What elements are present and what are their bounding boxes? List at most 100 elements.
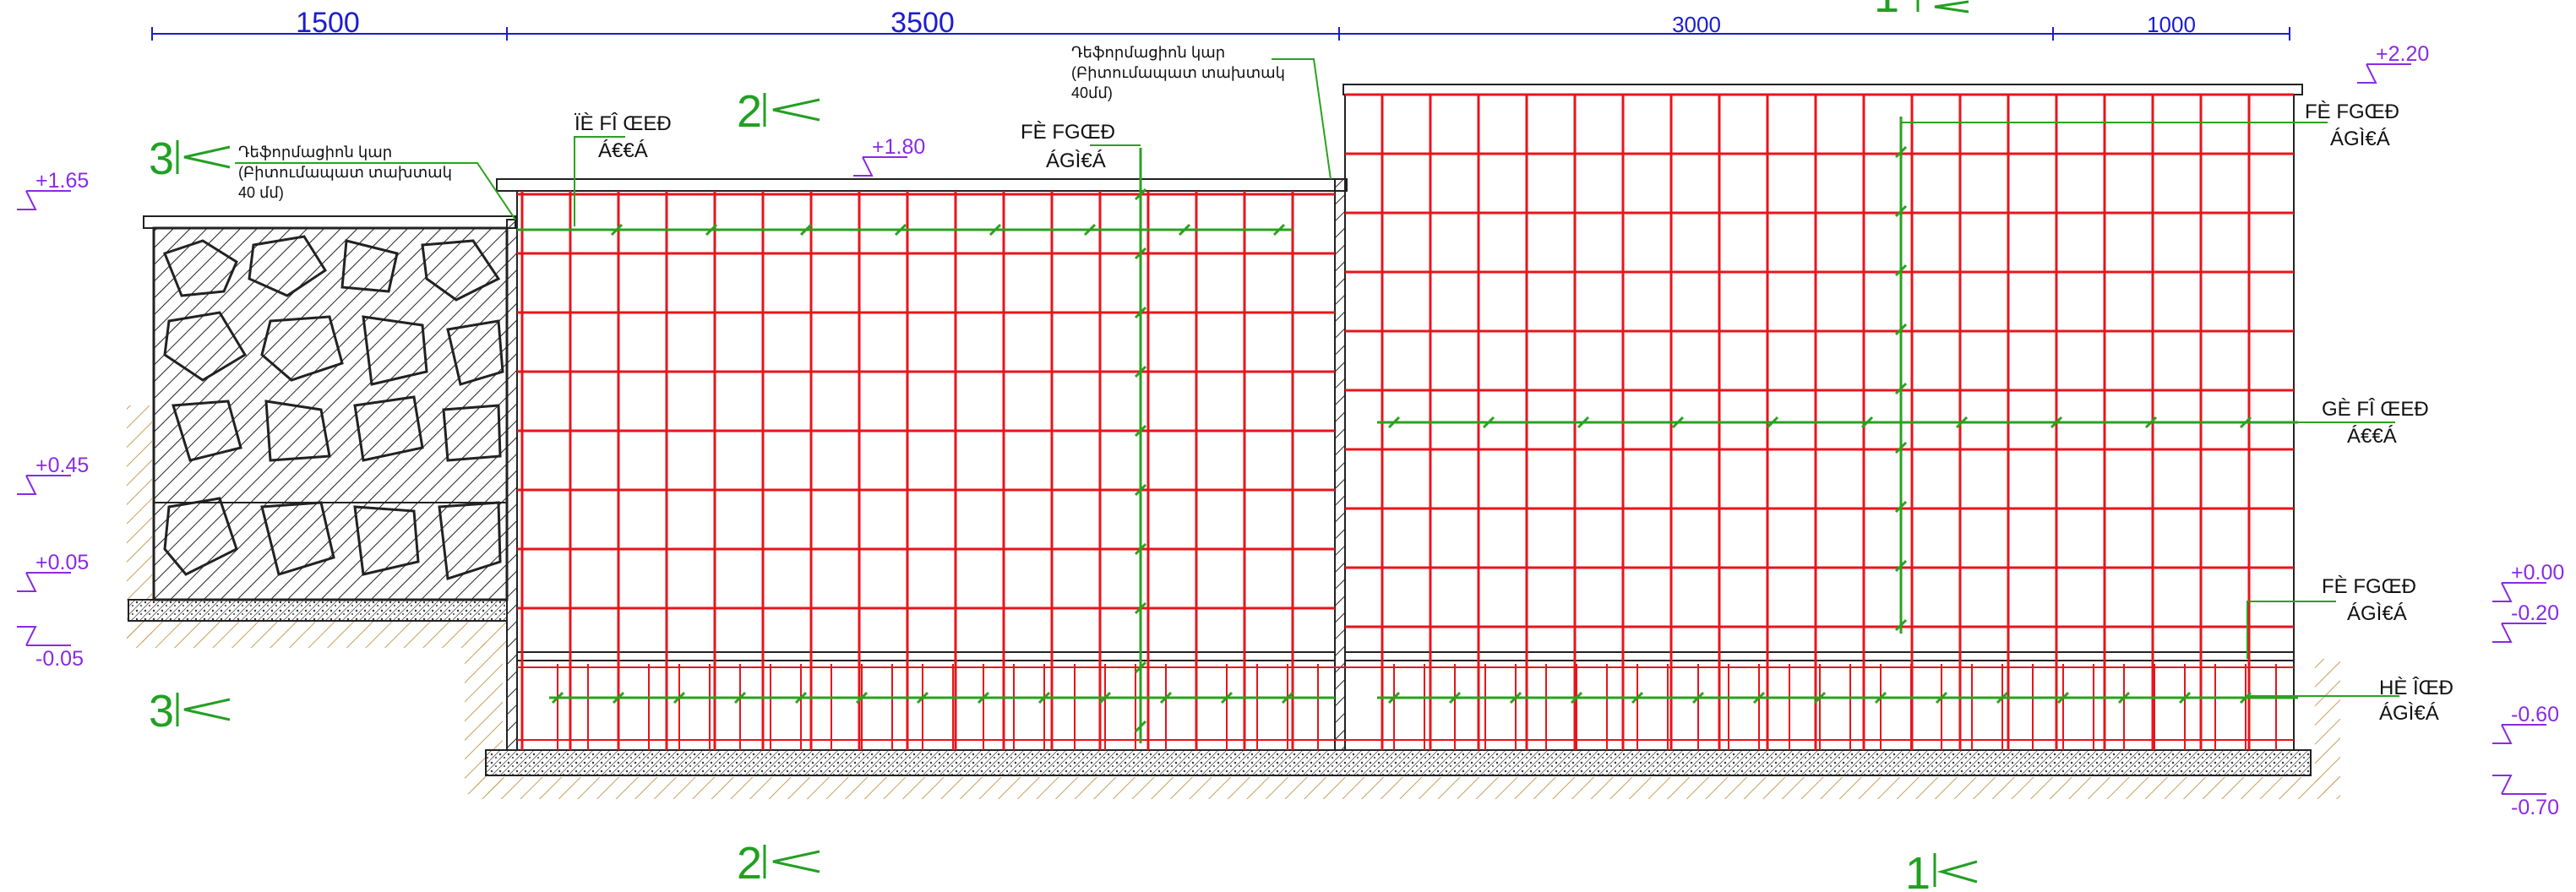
- bar-tick: [1671, 416, 1685, 429]
- foundation-slab-main: [485, 749, 2312, 776]
- dimension-label: 3500: [890, 7, 955, 39]
- bar-tick: [1134, 661, 1147, 674]
- bar-tick: [2056, 691, 2070, 704]
- bar-tick: [1134, 720, 1147, 733]
- bar-tick: [799, 223, 813, 237]
- level-label: +0.05: [35, 551, 89, 574]
- bar-tick: [1134, 483, 1147, 497]
- bar-tick: [1894, 145, 1908, 159]
- level-mark: -0.70: [2492, 775, 2559, 819]
- bar-tick: [1894, 559, 1908, 573]
- rebar-tag: FÈ FGŒÐ ÁGÌ€Á: [2322, 575, 2416, 625]
- bar-tick: [1894, 441, 1908, 454]
- bar-tick: [2117, 691, 2131, 704]
- deformation-joint-middle: [1334, 178, 1346, 751]
- section-marker-3-top: 3: [149, 133, 231, 184]
- bar-tick: [1134, 365, 1147, 378]
- svg-text:3: 3: [149, 686, 174, 737]
- level-mark: +2.20: [2357, 42, 2429, 84]
- bar-tick: [2178, 691, 2192, 704]
- section-marker-2-top: 2: [737, 86, 820, 137]
- svg-text:1: 1: [1905, 848, 1931, 892]
- svg-text:FÈ FGŒÐ: FÈ FGŒÐ: [2305, 101, 2399, 123]
- bar-tick: [1631, 691, 1644, 704]
- bar-tick: [1766, 416, 1779, 429]
- level-marks: +1.65 +0.45 +0.05 -0.05 +1.80 +2.20 +0.00 -0.20…: [17, 42, 2564, 819]
- bar-tick: [1894, 264, 1908, 277]
- bar-tick: [705, 223, 718, 237]
- rebar-tag: ÏÈ FÎ ŒEÐ Á€€Á: [575, 112, 672, 162]
- dimension-label: 1500: [296, 7, 360, 39]
- svg-text:2: 2: [737, 86, 762, 137]
- bar-tick: [1860, 416, 1874, 429]
- svg-text:ÁGÌ€Á: ÁGÌ€Á: [1046, 150, 1106, 172]
- deformation-joint-left: [506, 219, 518, 751]
- bar-tick: [1691, 691, 1705, 704]
- svg-text:HÈ ÎŒÐ: HÈ ÎŒÐ: [2379, 677, 2453, 699]
- section-marker-1-top: 1: [1874, 0, 1969, 22]
- bar-tick: [2050, 416, 2063, 429]
- bar-tick: [1894, 382, 1908, 395]
- bar-tick: [1955, 416, 1969, 429]
- stone-masonry-wall: [143, 215, 516, 601]
- bar-tick: [894, 223, 907, 237]
- bar-tick: [1134, 188, 1147, 201]
- bar-tick: [1752, 691, 1766, 704]
- level-mark: +0.05: [17, 551, 89, 592]
- level-mark: +1.65: [17, 169, 89, 210]
- section-marker-3-bottom: 3: [149, 686, 231, 737]
- bar-tick: [977, 691, 990, 704]
- level-label: -0.60: [2511, 703, 2559, 726]
- rebar-tag: HÈ ÎŒÐ ÁGÌ€Á: [2379, 677, 2453, 725]
- bar-tick: [1272, 223, 1286, 237]
- bar-tick: [1134, 306, 1147, 319]
- bar-tick: [1387, 691, 1401, 704]
- bar-tick: [1448, 691, 1462, 704]
- distribution-bars: [517, 117, 2298, 743]
- bar-tick: [673, 691, 686, 704]
- svg-text:3: 3: [149, 133, 174, 184]
- bar-tick: [1570, 691, 1583, 704]
- distribution-bar-ticks: [551, 145, 2252, 733]
- bar-tick: [1935, 691, 1948, 704]
- svg-text:Դեֆորմացիոն կար: Դեֆորմացիոն կար: [238, 144, 392, 160]
- svg-text:ÏÈ FÎ ŒEÐ: ÏÈ FÎ ŒEÐ: [575, 112, 672, 135]
- bar-tick: [610, 223, 624, 237]
- level-mark: -0.60: [2492, 703, 2559, 744]
- section-marker-1-bottom: 1: [1905, 848, 1978, 892]
- svg-text:ÁGÌ€Á: ÁGÌ€Á: [2347, 602, 2407, 625]
- bar-tick: [1178, 223, 1191, 237]
- bar-tick: [1894, 618, 1908, 632]
- bar-tick: [1894, 204, 1908, 218]
- bar-tick: [2144, 416, 2158, 429]
- svg-text:ÁGÌ€Á: ÁGÌ€Á: [2330, 128, 2390, 150]
- svg-text:Դեֆորմացիոն կար: Դեֆորմացիոն կար: [1071, 44, 1225, 61]
- bar-tick: [2239, 691, 2252, 704]
- svg-text:2: 2: [737, 838, 762, 889]
- rebar-tag: FÈ FGŒÐ ÁGÌ€Á: [2305, 101, 2399, 150]
- bar-tick: [1509, 691, 1522, 704]
- level-mark: +1.80: [853, 135, 925, 177]
- svg-text:FÈ FGŒÐ: FÈ FGŒÐ: [1021, 121, 1115, 144]
- soil-hatch: [127, 405, 2340, 799]
- level-mark: -0.20: [2492, 601, 2559, 643]
- bar-tick: [1037, 691, 1051, 704]
- leader-lines: [235, 58, 2399, 697]
- rebar-tag: FÈ FGŒÐ ÁGÌ€Á: [1021, 121, 1115, 172]
- bar-tick: [1577, 416, 1590, 429]
- bar-tick: [1159, 691, 1173, 704]
- level-mark: +0.00: [2492, 561, 2564, 602]
- dimension-label: 3000: [1672, 12, 1721, 37]
- level-label: +1.80: [872, 135, 925, 159]
- svg-text:FÈ FGŒÐ: FÈ FGŒÐ: [2322, 575, 2416, 598]
- rebar-tag: GÈ FÎ ŒEÐ Á€€Á: [2322, 398, 2429, 448]
- rebar-grid-footing: [517, 664, 2294, 750]
- rebar-grid-low-wall: [517, 191, 1335, 750]
- bar-tick: [916, 691, 929, 704]
- svg-text:ÁGÌ€Á: ÁGÌ€Á: [2379, 702, 2439, 725]
- bar-tick: [733, 691, 747, 704]
- bar-tick: [1281, 691, 1294, 704]
- bar-tick: [1894, 500, 1908, 514]
- svg-text:Á€€Á: Á€€Á: [598, 139, 648, 162]
- bar-tick: [794, 691, 808, 704]
